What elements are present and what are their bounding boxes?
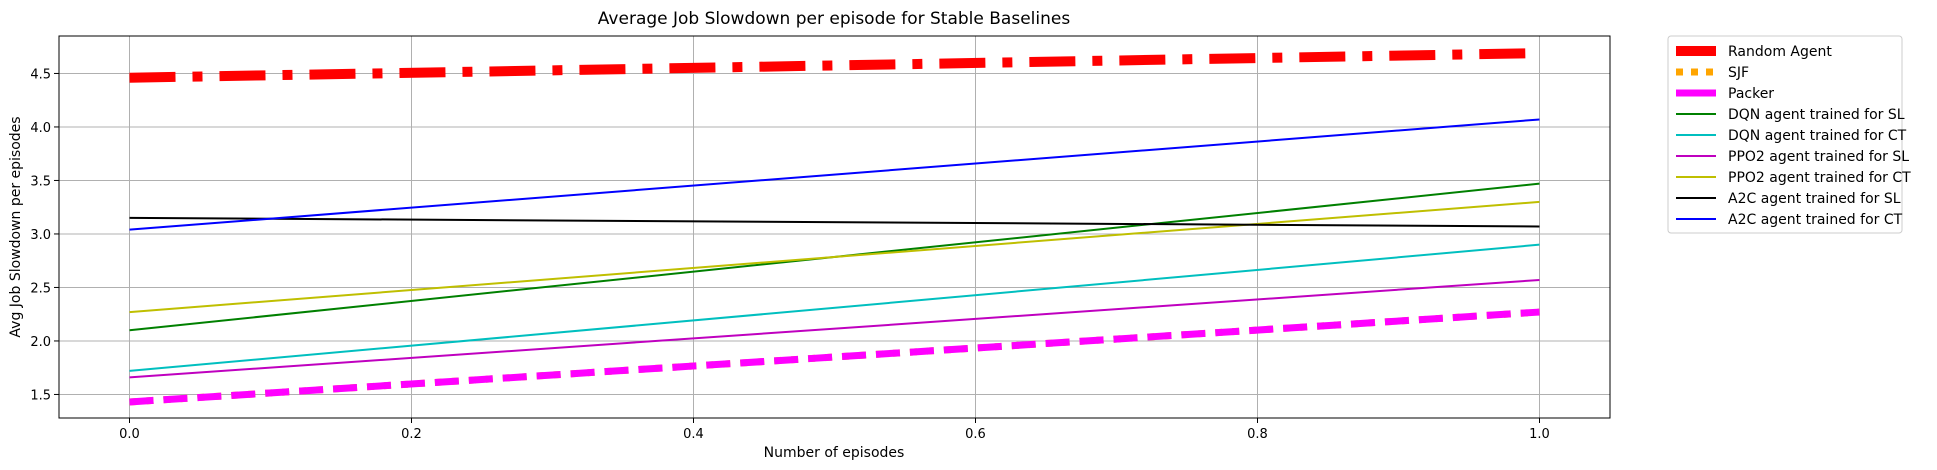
legend-label-3: DQN agent trained for SL — [1728, 107, 1905, 123]
legend-label-8: A2C agent trained for CT — [1728, 212, 1903, 228]
series-line-0 — [129, 48, 1540, 83]
y-tick-label: 2.5 — [30, 281, 51, 296]
x-tick-label: 0.0 — [119, 427, 140, 442]
series-line-8 — [129, 118, 1540, 231]
series-lines — [129, 48, 1540, 406]
x-tick-label: 0.6 — [965, 427, 986, 442]
legend-box — [1667, 35, 1903, 234]
series-line-6 — [129, 200, 1540, 314]
legend-label-0: Random Agent — [1728, 44, 1832, 60]
y-axis-label: Avg Job Slowdown per episodes — [8, 116, 24, 337]
grid-lines — [59, 36, 1610, 418]
y-tick-label: 2.0 — [30, 335, 51, 350]
y-tick-label: 4.5 — [30, 67, 51, 82]
y-tick-label: 1.5 — [30, 388, 51, 403]
x-tick-label: 0.8 — [1247, 427, 1268, 442]
series-line-5 — [129, 278, 1540, 379]
y-tick-label: 4.0 — [30, 121, 51, 136]
legend-label-4: DQN agent trained for CT — [1728, 128, 1907, 144]
x-axis-label: Number of episodes — [764, 445, 905, 461]
y-tick-label: 3.0 — [30, 228, 51, 243]
series-line-4 — [129, 243, 1540, 372]
legend-label-2: Packer — [1728, 86, 1774, 102]
x-tick-label: 0.2 — [401, 427, 422, 442]
legend-label-5: PPO2 agent trained for SL — [1728, 149, 1909, 165]
legend-label-1: SJF — [1728, 65, 1749, 81]
x-axis-ticks: 0.0 0.2 0.4 0.6 0.8 1.0 — [119, 418, 1550, 442]
y-axis-ticks: 1.5 2.0 2.5 3.0 3.5 4.0 4.5 — [30, 67, 59, 403]
series-line-2 — [129, 308, 1540, 406]
legend-label-6: PPO2 agent trained for CT — [1728, 170, 1911, 186]
series-line-7 — [129, 216, 1540, 228]
x-tick-label: 0.4 — [683, 427, 704, 442]
legend: Random Agent SJF Packer DQN agent trained f… — [1667, 35, 1911, 234]
plot-frame — [58, 35, 1611, 419]
x-tick-label: 1.0 — [1529, 427, 1550, 442]
legend-label-7: A2C agent trained for SL — [1728, 191, 1901, 207]
chart-title: Average Job Slowdown per episode for Sta… — [598, 9, 1071, 29]
y-tick-label: 3.5 — [30, 174, 51, 189]
